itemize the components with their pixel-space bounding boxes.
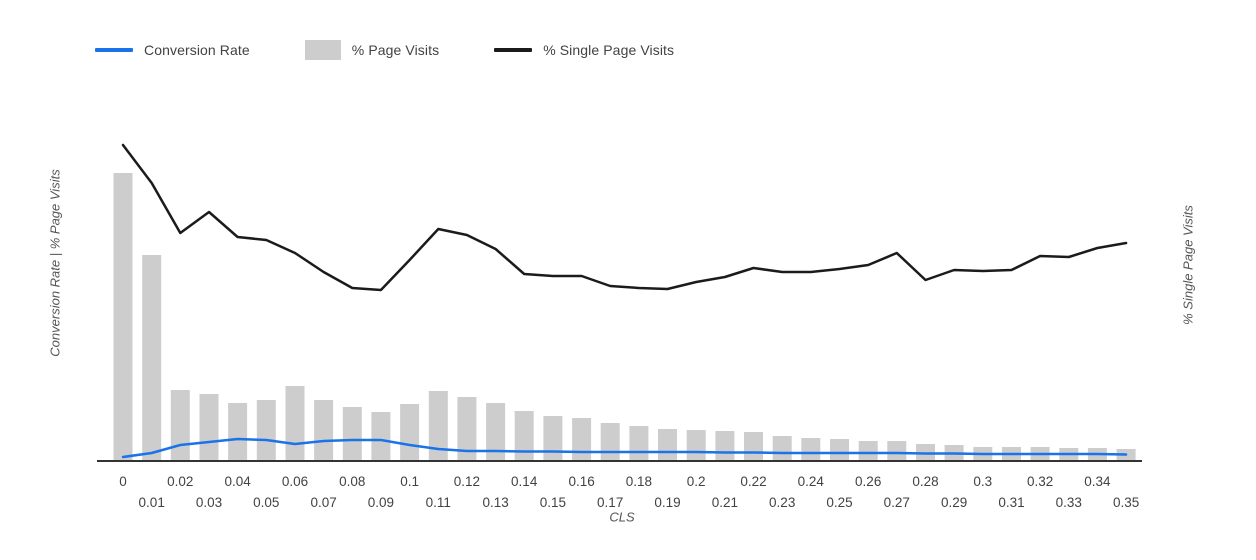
x-tick-label-0.12[interactable]: 0.12 bbox=[454, 474, 480, 489]
bar-0.27[interactable] bbox=[887, 441, 907, 462]
bar-0.2[interactable] bbox=[686, 430, 706, 462]
bar-0.03[interactable] bbox=[199, 394, 219, 462]
x-tick-label-0.14[interactable]: 0.14 bbox=[511, 474, 538, 489]
x-tick-label-0.06[interactable]: 0.06 bbox=[282, 474, 308, 489]
series-line-conversion-rate bbox=[121, 437, 1128, 459]
bar-0.13[interactable] bbox=[486, 403, 506, 462]
bar-0.21[interactable] bbox=[715, 431, 735, 462]
bar-0.24[interactable] bbox=[801, 438, 821, 462]
x-tick-label-0.16[interactable]: 0.16 bbox=[568, 474, 594, 489]
x-tick-label-0.08[interactable]: 0.08 bbox=[339, 474, 365, 489]
legend-label: % Page Visits bbox=[351, 42, 440, 58]
bar-0.11[interactable] bbox=[428, 391, 448, 462]
x-tick-label-0.26[interactable]: 0.26 bbox=[855, 474, 881, 489]
bar-0.04[interactable] bbox=[228, 403, 248, 462]
x-tick-label-0.1[interactable]: 0.1 bbox=[400, 474, 419, 489]
bar-0.17[interactable] bbox=[600, 423, 620, 462]
bar-0.19[interactable] bbox=[658, 429, 677, 462]
bar-0.26[interactable] bbox=[858, 441, 878, 462]
x-tick-label-0.04[interactable]: 0.04 bbox=[224, 474, 251, 489]
x-tick-label-0.09[interactable]: 0.09 bbox=[368, 495, 394, 510]
bar-0.01[interactable] bbox=[142, 255, 162, 462]
page-visits-bar-swatch-icon bbox=[304, 40, 341, 60]
x-tick-label-0.15[interactable]: 0.15 bbox=[540, 495, 566, 510]
bar-0.02[interactable] bbox=[170, 390, 190, 462]
x-tick-label-0.07[interactable]: 0.07 bbox=[310, 495, 336, 510]
legend-item-conversion-rate[interactable]: Conversion Rate bbox=[95, 42, 250, 58]
x-tick-label-0.01[interactable]: 0.01 bbox=[139, 495, 165, 510]
x-axis-title: CLS bbox=[609, 509, 635, 525]
x-tick-label-0.05[interactable]: 0.05 bbox=[253, 495, 279, 510]
x-tick-label-0.25[interactable]: 0.25 bbox=[826, 495, 852, 510]
bar-0.09[interactable] bbox=[371, 412, 391, 462]
x-tick-label-0.34[interactable]: 0.34 bbox=[1084, 474, 1111, 489]
x-tick-label-0.21[interactable]: 0.21 bbox=[712, 495, 738, 510]
x-tick-label-0.22[interactable]: 0.22 bbox=[740, 474, 766, 489]
x-tick-label-0.18[interactable]: 0.18 bbox=[626, 474, 652, 489]
bar-0.15[interactable] bbox=[543, 416, 563, 462]
x-tick-label-0.28[interactable]: 0.28 bbox=[912, 474, 938, 489]
x-tick-label-0.03[interactable]: 0.03 bbox=[196, 495, 222, 510]
x-tick-label-0.27[interactable]: 0.27 bbox=[884, 495, 910, 510]
bar-0.08[interactable] bbox=[342, 407, 362, 462]
conversion-rate-line-swatch-icon bbox=[95, 48, 133, 52]
x-tick-label-0.24[interactable]: 0.24 bbox=[798, 474, 825, 489]
bar-0.14[interactable] bbox=[514, 411, 534, 462]
bar-0.23[interactable] bbox=[772, 436, 792, 462]
bar-0.1[interactable] bbox=[400, 404, 420, 462]
bar-0.05[interactable] bbox=[256, 400, 276, 462]
bar-0.22[interactable] bbox=[744, 432, 763, 462]
bar-0.16[interactable] bbox=[572, 418, 592, 462]
bar-0.07[interactable] bbox=[314, 400, 334, 462]
x-tick-label-0.17[interactable]: 0.17 bbox=[597, 495, 623, 510]
x-tick-label-0.35[interactable]: 0.35 bbox=[1113, 495, 1139, 510]
x-tick-label-0.23[interactable]: 0.23 bbox=[769, 495, 795, 510]
bar-0.12[interactable] bbox=[457, 397, 477, 462]
x-tick-label-0.13[interactable]: 0.13 bbox=[482, 495, 508, 510]
x-tick-label-0.32[interactable]: 0.32 bbox=[1027, 474, 1053, 489]
chart-legend: Conversion Rate % Page Visits % Single P… bbox=[95, 40, 674, 60]
bar-0.25[interactable] bbox=[830, 439, 849, 462]
x-tick-label-0.02[interactable]: 0.02 bbox=[167, 474, 193, 489]
x-tick-label-0.2[interactable]: 0.2 bbox=[687, 474, 706, 489]
bar-0.06[interactable] bbox=[285, 386, 305, 462]
single-page-visits-line-swatch-icon bbox=[494, 48, 533, 52]
bar-0[interactable] bbox=[113, 173, 133, 462]
x-tick-label-0.33[interactable]: 0.33 bbox=[1056, 495, 1082, 510]
x-tick-label-0.29[interactable]: 0.29 bbox=[941, 495, 967, 510]
x-tick-label-0.3[interactable]: 0.3 bbox=[973, 474, 992, 489]
bar-0.18[interactable] bbox=[629, 426, 649, 462]
legend-label: Conversion Rate bbox=[144, 42, 250, 58]
legend-item-page-visits[interactable]: % Page Visits bbox=[304, 40, 440, 60]
x-tick-label-0[interactable]: 0 bbox=[119, 474, 127, 489]
x-tick-label-0.11[interactable]: 0.11 bbox=[426, 495, 451, 510]
legend-item-single-page-visits[interactable]: % Single Page Visits bbox=[494, 42, 674, 58]
x-tick-label-0.31[interactable]: 0.31 bbox=[998, 495, 1024, 510]
legend-label: % Single Page Visits bbox=[543, 42, 675, 58]
series-line-single-page-visits bbox=[121, 143, 1128, 292]
x-tick-label-0.19[interactable]: 0.19 bbox=[654, 495, 680, 510]
